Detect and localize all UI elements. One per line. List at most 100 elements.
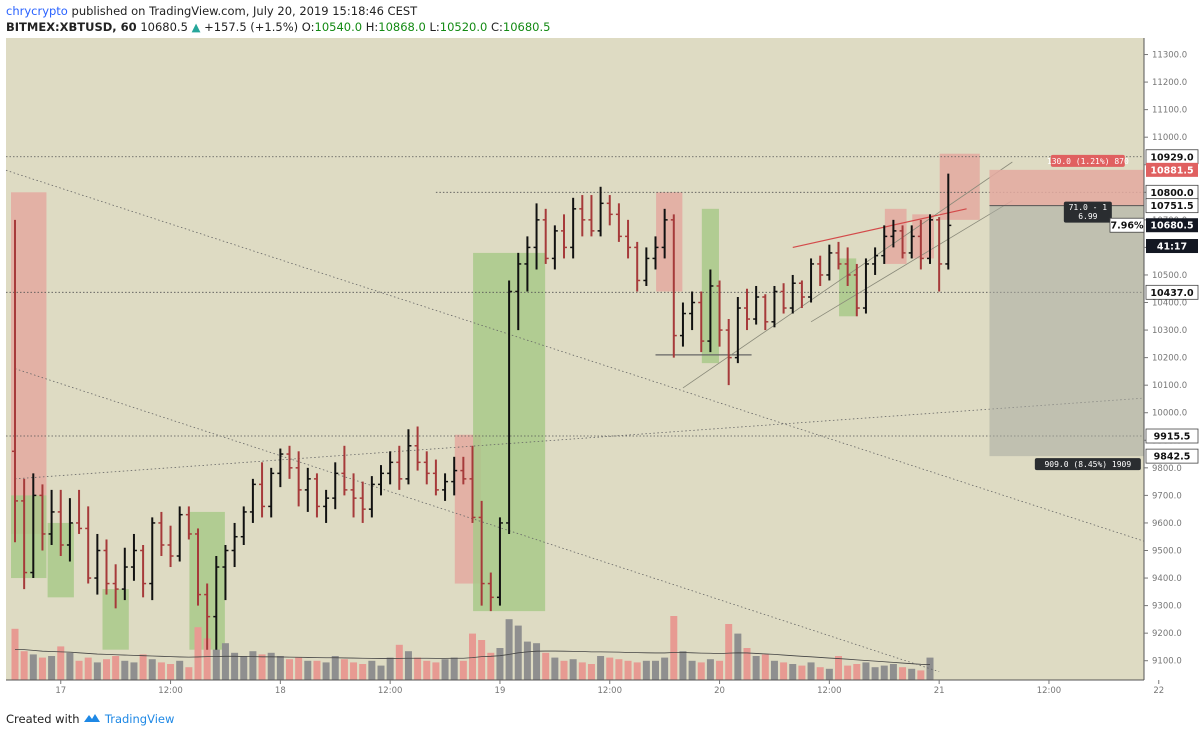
ohlc-bar (167, 525, 174, 568)
price-label: 10437.0 (1145, 284, 1199, 300)
price-labels: 10929.0 10881.5 10800.0 10751.5 10680.5 41:17… (1109, 149, 1199, 464)
ohlc-bar (451, 456, 458, 496)
tradingview-brand[interactable]: TradingView (104, 712, 175, 726)
price-label-text: 10800.0 (1150, 188, 1194, 199)
volume-bar (496, 648, 504, 680)
ohlc-bar (341, 445, 348, 496)
ohlc-bar (12, 219, 18, 543)
ohlc-bar (185, 506, 192, 540)
ohlc-bar (936, 217, 943, 292)
ohlc-bar (606, 195, 613, 226)
ohlc-bar (313, 473, 320, 518)
ohlc-bar (39, 484, 46, 551)
volume-bar (38, 657, 46, 680)
target-label-text: 909.0 (8.45%) 1909 (1044, 460, 1131, 469)
ohlc-bar (670, 214, 677, 358)
volume-bar (652, 660, 659, 680)
volume-bar (212, 649, 220, 680)
high-label: H: (365, 20, 379, 34)
ohlc-bar (121, 547, 128, 601)
zone-red (656, 192, 683, 292)
volume-bar (121, 660, 129, 680)
price-change: +157.5 (+1.5%) (204, 20, 299, 34)
volume-bar (395, 644, 403, 680)
author-link[interactable]: chrycrypto (6, 4, 68, 18)
volume-bar (578, 662, 586, 680)
price-label-text: 41:17 (1157, 242, 1187, 253)
volume-bar (926, 657, 934, 680)
volume-bar (240, 656, 248, 680)
ohlc-bar (195, 528, 201, 606)
ohlc-bar (423, 451, 430, 485)
price-tick-label: 10400.0 (1152, 299, 1187, 309)
volume-bar (862, 662, 870, 680)
ohlc-bar (213, 556, 220, 650)
footer: Created with TradingView (6, 712, 174, 726)
ohlc-bar (890, 219, 897, 248)
volume-bar (66, 652, 74, 680)
ohlc-bar (734, 297, 741, 364)
ohlc-bar (66, 498, 73, 562)
ohlc-bar (570, 197, 577, 259)
ohlc-bar (295, 451, 302, 507)
volume-bar (624, 660, 632, 680)
price-label-bg (1146, 162, 1198, 177)
ohlc-bar (771, 285, 778, 328)
volume-bar (249, 651, 257, 680)
ohlc-bar (780, 283, 787, 314)
volume-bar (276, 656, 284, 680)
price-label-text: 9915.5 (1154, 432, 1191, 443)
ohlc-bar (551, 225, 558, 270)
pct-label-text: 7.96% (1111, 221, 1144, 232)
price-label-text: 10680.5 (1150, 221, 1193, 232)
tradingview-logo-icon (84, 714, 101, 722)
volume-bar (688, 660, 696, 680)
ohlc-bar (561, 214, 567, 259)
price-label: 9842.5 (1145, 448, 1199, 464)
ohlc-bar (716, 280, 723, 347)
time-axis[interactable]: 1712:001812:001912:002012:002112:002212:… (6, 679, 1200, 700)
volume-bar (103, 659, 110, 680)
volume-bar (313, 660, 321, 680)
ohlc-bar (899, 225, 906, 259)
volume-bar (542, 652, 550, 680)
volume-bar (84, 657, 92, 680)
volume-bar (642, 660, 650, 680)
volume-bar (816, 667, 824, 680)
price-axis[interactable]: 9100.0 9200.0 9300.0 9400.0 9500.0 9600.0 9700… (1143, 38, 1200, 680)
time-tick-label: 12:00 (158, 686, 183, 696)
volume-bar (597, 656, 605, 680)
price-label-text: 10929.0 (1150, 152, 1194, 163)
publish-line: chrycrypto published on TradingView.com,… (6, 4, 417, 18)
volume-bar (560, 660, 568, 680)
ohlc-bar (387, 451, 394, 485)
price-tick-label: 9500.0 (1152, 546, 1182, 556)
publish-info: published on TradingView.com, July 20, 2… (71, 4, 418, 18)
ohlc-bar (414, 426, 421, 471)
zone-red (912, 214, 934, 259)
volume-bar (533, 643, 541, 680)
price-label: 9915.5 (1145, 428, 1199, 444)
stop-label-bg (1050, 154, 1125, 167)
volume-bar (697, 662, 705, 680)
price-tick-label: 9100.0 (1152, 657, 1182, 667)
volume-bar (441, 659, 449, 680)
price-label-bg (1146, 239, 1198, 254)
zone-red (11, 192, 47, 534)
ohlc-bar (268, 467, 275, 518)
trend-line (14, 397, 1145, 480)
ohlc-bar (615, 203, 622, 242)
volume-bar (752, 656, 760, 680)
ohlc-bar (515, 252, 522, 331)
volume-bar (551, 657, 559, 680)
target-label: 909.0 (8.45%) 1909 (1034, 458, 1141, 471)
volume-bar (716, 660, 724, 680)
volume-bar (743, 648, 751, 680)
ohlc-bar (506, 280, 513, 534)
ohlc-bar (277, 448, 284, 488)
ohlc-bar (103, 539, 110, 595)
ratio-label-bg (1063, 201, 1112, 223)
ohlc-bar (679, 302, 686, 347)
ohlc-bar (789, 274, 796, 314)
